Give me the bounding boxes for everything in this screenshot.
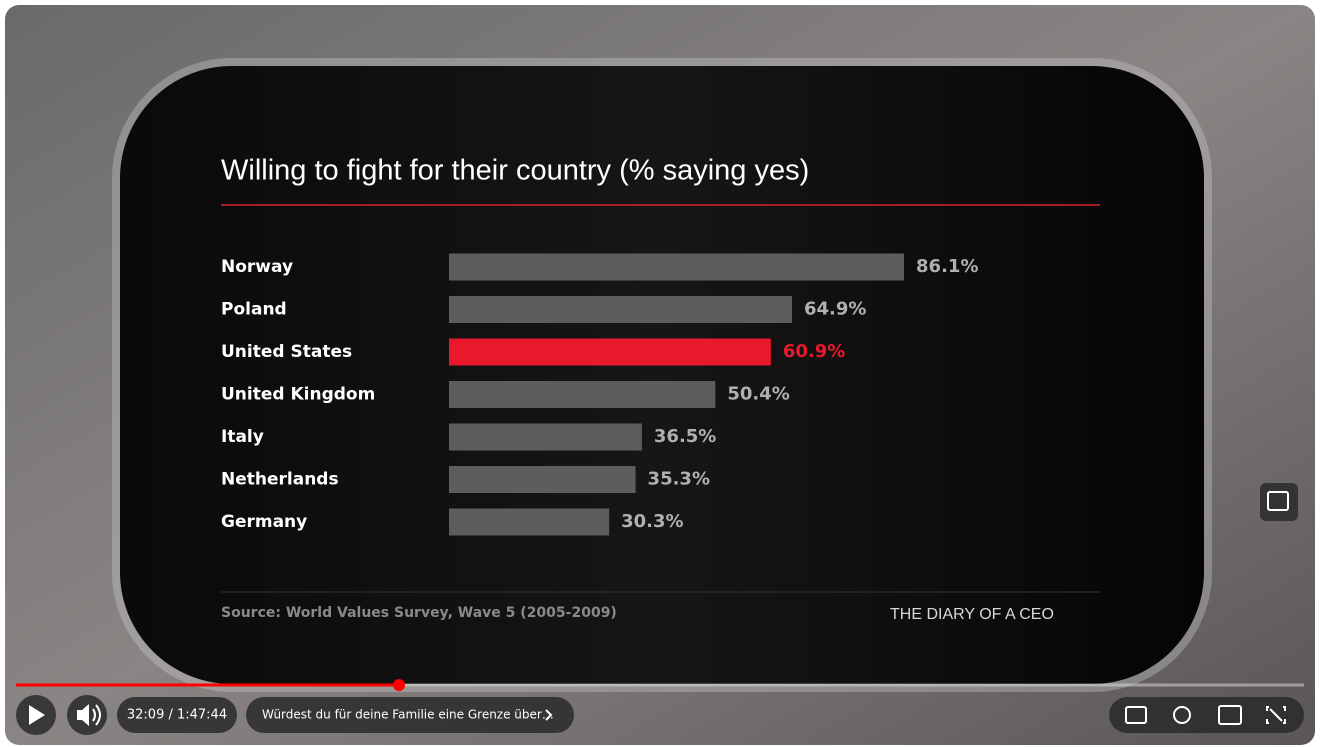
source-note: Source: World Values Survey, Wave 5 (200… (221, 605, 617, 621)
screen (120, 66, 1204, 684)
bar (449, 423, 642, 451)
value-label: 36.5% (654, 426, 716, 447)
value-label: 35.3% (648, 469, 710, 490)
category-label: Norway (221, 257, 293, 277)
right-controls (1109, 697, 1304, 733)
bar (449, 338, 771, 366)
miniplayer-icon (1267, 491, 1289, 511)
category-label: Netherlands (221, 470, 339, 490)
value-label: 86.1% (916, 256, 978, 277)
bar (449, 381, 716, 408)
category-label: United States (221, 342, 352, 362)
bar (449, 253, 905, 281)
chart-title: Willing to fight for their country (% sa… (221, 155, 809, 187)
chapter-arrow (545, 709, 553, 721)
volume-waves (92, 704, 101, 726)
play-icon (29, 705, 45, 725)
bar-chart: Norway 86.1% Poland 64.9% United States 60.9%… (221, 253, 978, 536)
subtitles-button[interactable] (1125, 706, 1147, 724)
volume-icon (77, 704, 89, 726)
theater-button[interactable] (1218, 705, 1242, 725)
bar (449, 508, 610, 536)
chapter-title[interactable]: Würdest du für deine Familie eine Grenze… (262, 708, 554, 722)
category-label: United Kingdom (221, 385, 375, 405)
miniplayer-button[interactable] (1260, 483, 1298, 521)
brand: THE DIARY OF A CEO (890, 606, 1054, 623)
progress-handle[interactable] (393, 679, 405, 691)
category-label: Germany (221, 512, 307, 532)
settings-button[interactable] (1173, 706, 1191, 724)
category-label: Italy (221, 427, 264, 447)
fullscreen-button[interactable] (1266, 706, 1286, 724)
category-label: Poland (221, 300, 287, 320)
time-display: 32:09 / 1:47:44 (127, 708, 227, 723)
value-label: 50.4% (727, 384, 789, 405)
chapter-pill[interactable] (246, 697, 574, 733)
time-pill (117, 697, 237, 733)
value-label: 60.9% (783, 341, 845, 362)
bar (449, 466, 636, 493)
value-label: 30.3% (621, 511, 683, 532)
value-label: 64.9% (804, 299, 866, 320)
bar (449, 296, 792, 323)
